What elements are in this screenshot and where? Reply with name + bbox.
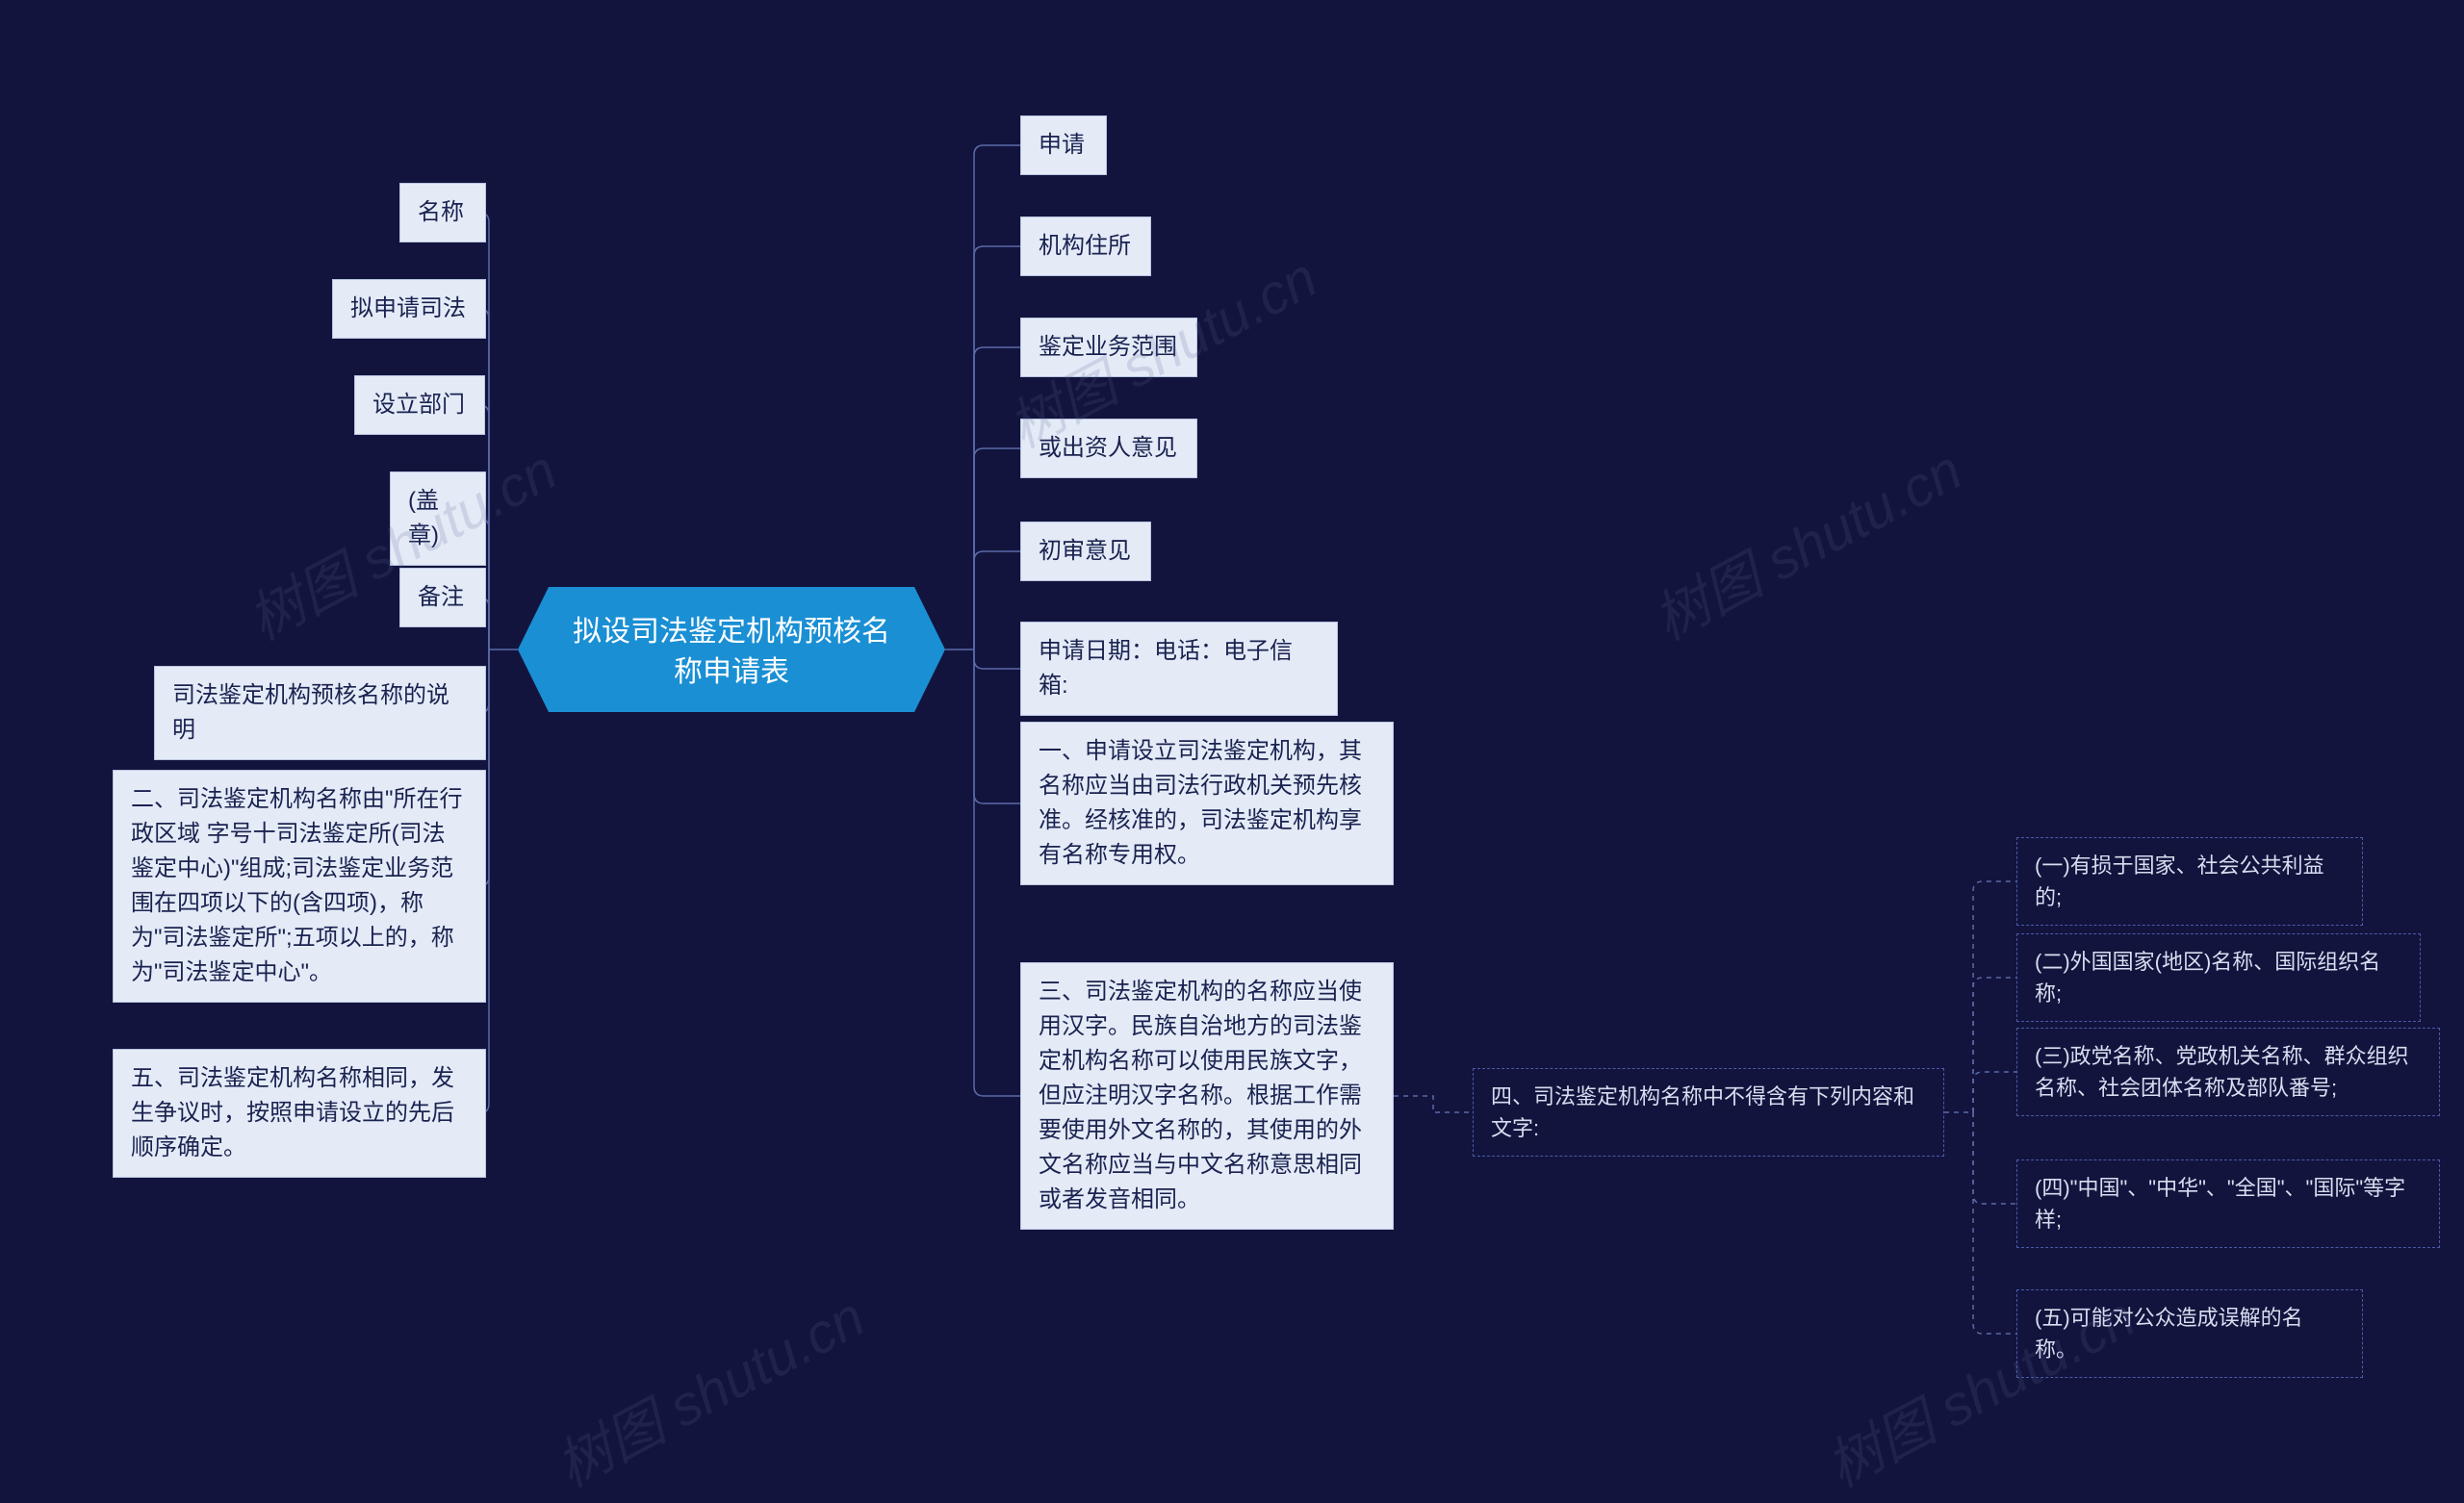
left-node-1: 拟申请司法 <box>332 279 486 339</box>
watermark-3: 树图 shutu.cn <box>540 1272 877 1502</box>
sub-child-2: (三)政党名称、党政机关名称、群众组织名称、社会团体名称及部队番号; <box>2016 1028 2440 1116</box>
left-node-2: 设立部门 <box>354 375 485 435</box>
sub-child-1: (二)外国国家(地区)名称、国际组织名称; <box>2016 933 2421 1022</box>
right-node-0: 申请 <box>1020 115 1107 175</box>
left-node-3: (盖章) <box>390 471 486 566</box>
right-node-7: 三、司法鉴定机构的名称应当使用汉字。民族自治地方的司法鉴定机构名称可以使用民族文… <box>1020 962 1394 1230</box>
right-node-1: 机构住所 <box>1020 217 1151 276</box>
left-node-7: 五、司法鉴定机构名称相同，发生争议时，按照申请设立的先后顺序确定。 <box>113 1049 486 1178</box>
sub-node: 四、司法鉴定机构名称中不得含有下列内容和文字: <box>1473 1068 1944 1157</box>
left-node-6: 二、司法鉴定机构名称由"所在行政区域 字号十司法鉴定所(司法鉴定中心)"组成;司… <box>113 770 486 1003</box>
right-node-5: 申请日期：电话：电子信箱: <box>1020 622 1338 716</box>
right-node-2: 鉴定业务范围 <box>1020 318 1197 377</box>
left-node-0: 名称 <box>399 183 486 242</box>
right-node-6: 一、申请设立司法鉴定机构，其名称应当由司法行政机关预先核准。经核准的，司法鉴定机… <box>1020 722 1394 885</box>
root-node: 拟设司法鉴定机构预核名称申请表 <box>549 587 914 712</box>
sub-child-4: (五)可能对公众造成误解的名称。 <box>2016 1289 2363 1378</box>
left-node-5: 司法鉴定机构预核名称的说明 <box>154 666 486 760</box>
right-node-3: 或出资人意见 <box>1020 419 1197 478</box>
sub-child-3: (四)"中国"、"中华"、"全国"、"国际"等字样; <box>2016 1159 2440 1248</box>
right-node-4: 初审意见 <box>1020 522 1151 581</box>
watermark-2: 树图 shutu.cn <box>1637 425 1974 655</box>
left-node-4: 备注 <box>399 568 486 627</box>
sub-child-0: (一)有损于国家、社会公共利益的; <box>2016 837 2363 926</box>
